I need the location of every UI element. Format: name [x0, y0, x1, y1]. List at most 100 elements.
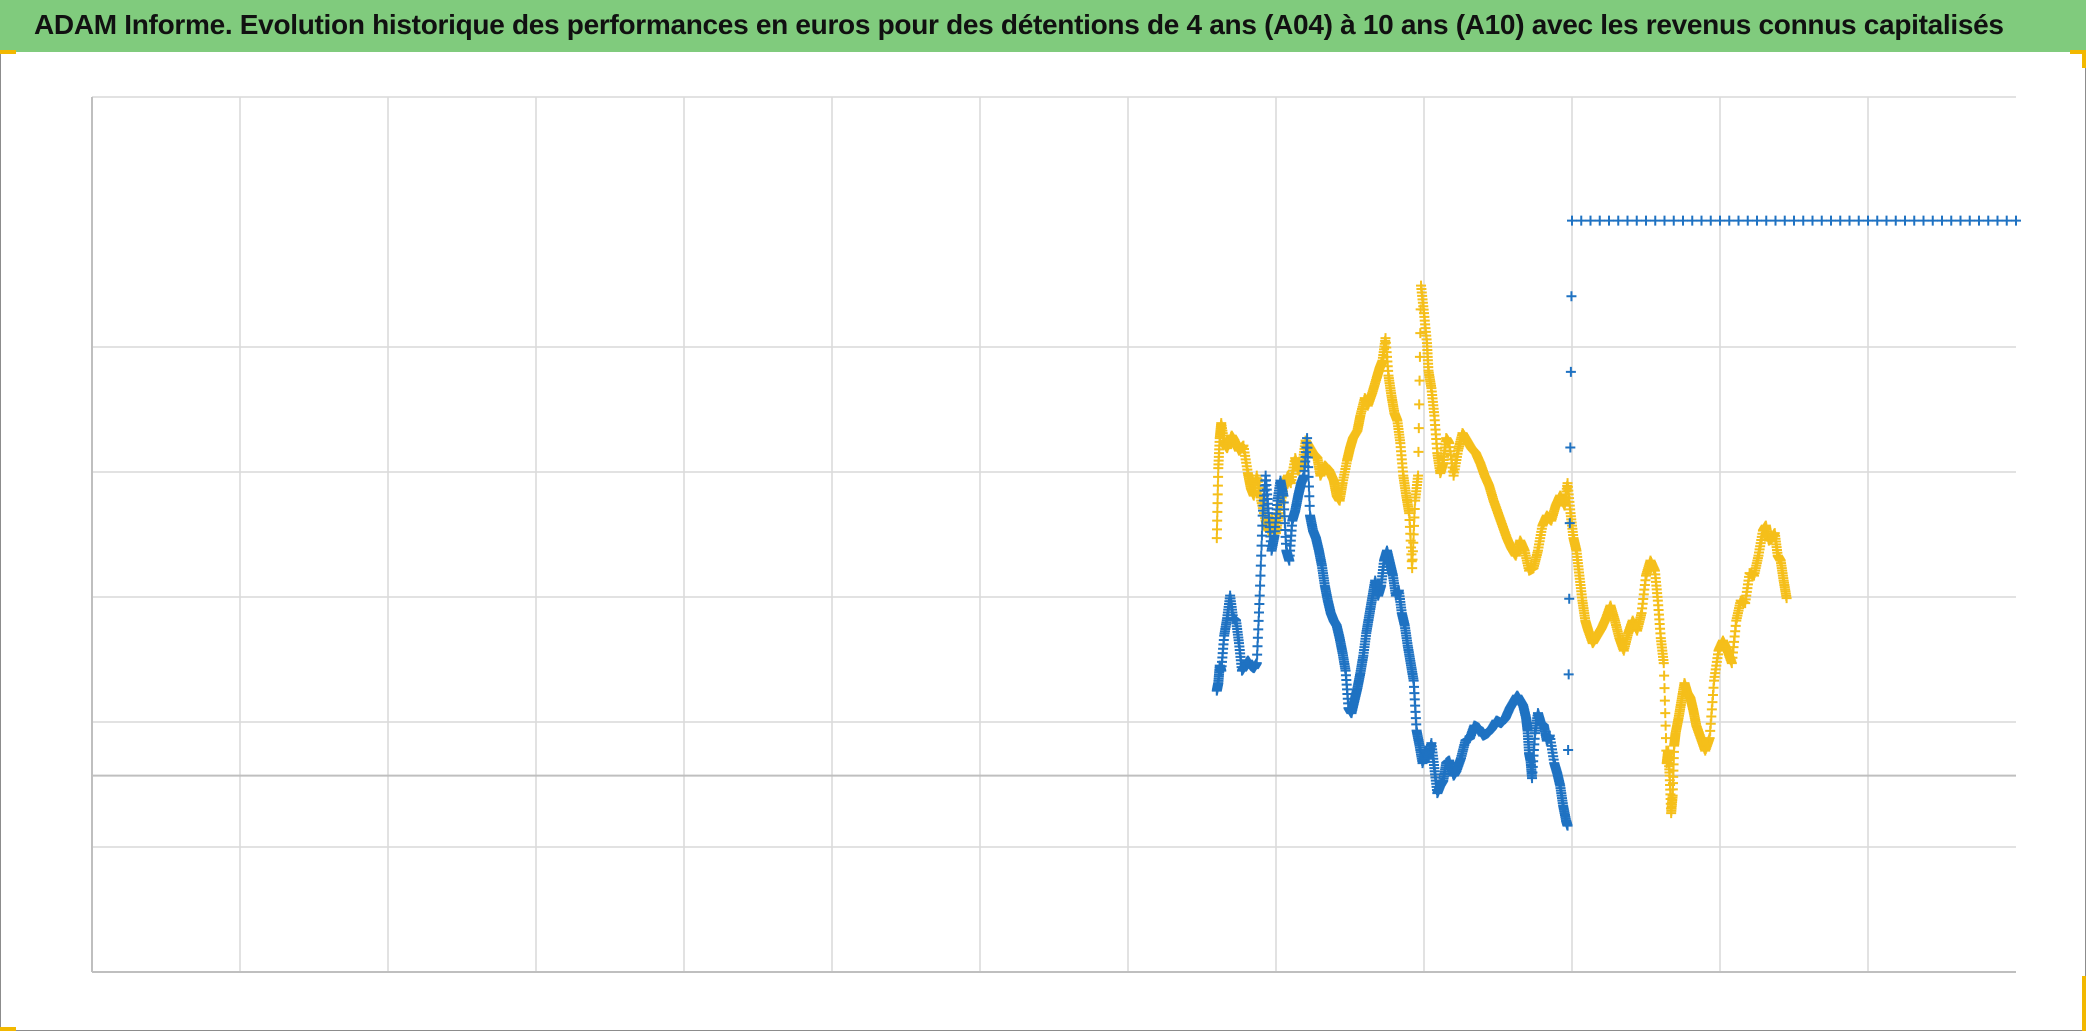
data-point-a10: [1742, 215, 1753, 226]
data-point-a10: [1565, 442, 1576, 453]
data-point-a04: [1413, 423, 1424, 434]
data-point-a10: [1881, 215, 1892, 226]
data-point-a10: [1863, 215, 1873, 226]
data-point-a10: [1256, 540, 1267, 551]
data-point-a10: [1302, 452, 1313, 463]
data-point-a10: [1303, 471, 1314, 482]
data-point-a10: [1752, 215, 1762, 226]
data-point-a04: [1781, 593, 1792, 604]
data-point-a10: [1687, 215, 1698, 226]
data-point-a10: [1564, 593, 1575, 604]
data-point-a10: [1955, 215, 1966, 226]
corner-accent-top-right: [2070, 50, 2086, 54]
data-point-a10: [1256, 550, 1267, 561]
data-point-a04: [1659, 670, 1670, 681]
data-point-a10: [1576, 215, 1587, 226]
data-point-a10: [1733, 215, 1744, 226]
data-point-a04: [1213, 471, 1224, 482]
grid-lines: [92, 96, 2016, 972]
data-point-a10: [1641, 215, 1651, 226]
data-point-a10: [1779, 215, 1790, 226]
data-point-a10: [1650, 215, 1661, 226]
data-point-a04: [1415, 328, 1426, 339]
data-point-a10: [1303, 481, 1314, 492]
data-point-a04: [1407, 546, 1418, 557]
chart-title: ADAM Informe. Evolution historique des p…: [34, 9, 2004, 40]
data-point-a10: [1563, 669, 1574, 680]
data-point-a10: [1253, 624, 1264, 635]
data-point-a10: [1992, 215, 2003, 226]
data-point-a10: [1565, 366, 1576, 377]
data-point-a10: [1853, 215, 1864, 226]
data-point-a10: [1253, 615, 1264, 626]
data-point-a10: [1254, 590, 1265, 601]
data-point-a10: [1252, 632, 1263, 643]
data-point-a10: [1816, 215, 1827, 226]
data-point-a10: [1631, 215, 1642, 226]
data-point-a04: [1409, 504, 1420, 515]
data-point-a04: [1212, 489, 1223, 500]
data-point-a10: [1890, 215, 1901, 226]
data-point-a10: [1252, 641, 1263, 652]
data-point-a10: [1872, 215, 1883, 226]
data-point-a10: [1807, 215, 1818, 226]
data-point-a10: [1303, 462, 1314, 473]
data-point-a04: [1659, 695, 1670, 706]
data-point-a10: [1594, 215, 1605, 226]
data-point-a04: [1659, 683, 1670, 694]
data-point-a10: [1826, 215, 1836, 226]
title-bar: ADAM Informe. Evolution historique des p…: [0, 0, 2086, 52]
data-point-a04: [1660, 708, 1671, 719]
data-point-a10: [1724, 215, 1735, 226]
data-point-a10: [1622, 215, 1633, 226]
data-point-a10: [1983, 215, 1994, 226]
data-point-a10: [1613, 215, 1624, 226]
data-point-a10: [1255, 570, 1266, 581]
data-point-a04: [1212, 515, 1223, 526]
data-point-a10: [1835, 215, 1846, 226]
data-point-a10: [1256, 530, 1267, 541]
data-point-a10: [1789, 215, 1799, 226]
data-point-a10: [1251, 658, 1262, 669]
series-a10: [1211, 215, 2021, 831]
data-point-a10: [1585, 215, 1596, 226]
data-point-a04: [1413, 470, 1424, 481]
data-point-a10: [1909, 215, 1920, 226]
data-point-a04: [1407, 554, 1418, 565]
data-point-a04: [1409, 512, 1420, 523]
data-point-a10: [1304, 500, 1315, 511]
data-point-a10: [1696, 215, 1707, 226]
data-point-a10: [1946, 215, 1957, 226]
data-point-a10: [1253, 607, 1264, 618]
data-point-a04: [1407, 563, 1418, 574]
data-point-a04: [1211, 533, 1222, 544]
data-point-a10: [1659, 215, 1670, 226]
data-point-a10: [1252, 649, 1263, 660]
series-a04: [1211, 280, 1792, 819]
data-point-a10: [1705, 215, 1716, 226]
plot-axes: [91, 97, 2016, 973]
data-point-a04: [1660, 733, 1671, 744]
data-point-a04: [1408, 529, 1419, 540]
data-point-a04: [1660, 720, 1671, 731]
data-point-a04: [1211, 524, 1222, 535]
data-point-a04: [1408, 537, 1419, 548]
data-point-a10: [1562, 820, 1573, 831]
data-point-a10: [1302, 442, 1313, 453]
data-point-a04: [1414, 375, 1425, 386]
data-point-a10: [1927, 215, 1938, 226]
data-point-a04: [1658, 658, 1669, 669]
corner-accent-right-edge-bottom: [2082, 976, 2086, 1031]
corner-accent-top-left: [0, 50, 16, 54]
data-point-a04: [1413, 446, 1424, 457]
data-point-a10: [1937, 215, 1947, 226]
data-point-a10: [1567, 215, 1577, 226]
data-point-a10: [1564, 518, 1575, 529]
data-point-a04: [1212, 480, 1223, 491]
data-point-a10: [1604, 215, 1614, 226]
data-point-a10: [1563, 744, 1574, 755]
data-point-a10: [1668, 215, 1679, 226]
data-point-a10: [1678, 215, 1688, 226]
